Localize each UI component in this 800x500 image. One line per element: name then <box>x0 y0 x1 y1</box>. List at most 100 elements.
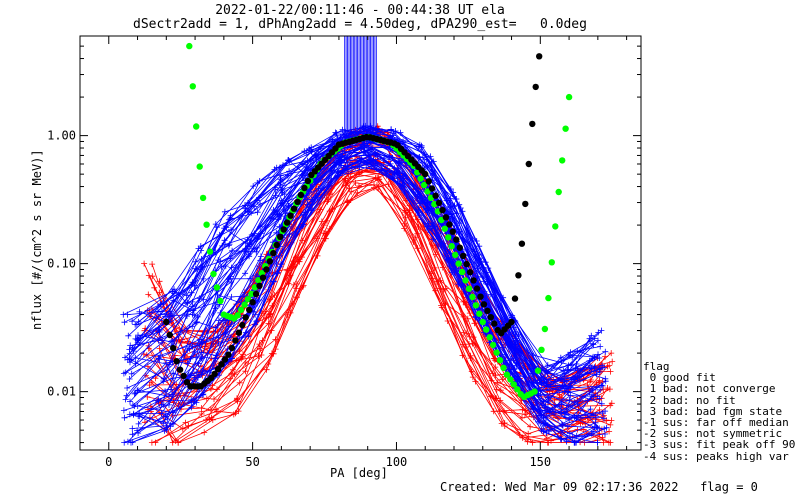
green-fit-point <box>196 163 203 170</box>
y-tick-label: 0.01 <box>47 385 76 399</box>
red-series-marker <box>605 439 612 446</box>
blue-series-marker <box>228 264 235 271</box>
legend-item: 3 bad: bad fgm state <box>643 404 783 418</box>
red-series-marker <box>442 300 449 307</box>
blue-series-marker <box>134 403 141 409</box>
green-fit-point <box>472 302 480 309</box>
blue-series-marker <box>591 335 598 342</box>
black-fit-point <box>180 372 187 380</box>
blue-series-marker <box>257 257 264 264</box>
blue-series-marker <box>227 273 234 280</box>
blue-series-marker <box>125 332 132 339</box>
black-fit-point <box>225 351 232 358</box>
blue-series-marker <box>565 367 572 374</box>
red-series-marker <box>556 392 563 398</box>
blue-series-marker <box>361 142 368 149</box>
green-fit-point <box>244 296 252 303</box>
blue-series-marker <box>336 151 343 158</box>
red-series-marker <box>444 318 451 324</box>
red-series-marker <box>525 430 532 437</box>
green-fit-point <box>534 367 542 374</box>
footer-created: Created: Wed Mar 09 02:17:36 2022 flag =… <box>440 480 758 494</box>
black-fit-point <box>463 260 470 268</box>
blue-series-marker <box>189 303 196 310</box>
red-series-marker <box>596 377 603 384</box>
red-series-marker <box>401 225 408 232</box>
red-series-trace <box>151 145 601 386</box>
blue-series-marker <box>121 319 128 326</box>
blue-series-marker <box>457 205 464 211</box>
red-series-marker <box>256 345 263 352</box>
blue-series-marker <box>506 329 513 335</box>
legend-item: 0 good fit <box>643 371 716 385</box>
red-series-marker <box>211 396 217 403</box>
green-fit-point <box>213 284 221 291</box>
black-fit-point <box>477 293 484 300</box>
blue-series-marker <box>228 355 235 362</box>
blue-series-marker <box>596 355 603 361</box>
x-tick-label: 100 <box>386 455 408 469</box>
red-series-marker <box>469 340 476 347</box>
black-fit-point <box>228 344 236 352</box>
x-tick-label: 50 <box>245 455 259 469</box>
blue-series-marker <box>160 420 167 427</box>
black-fit-point <box>522 200 529 208</box>
blue-series-marker <box>256 297 262 303</box>
blue-series-marker <box>562 414 569 421</box>
blue-series-marker <box>537 387 544 394</box>
blue-series-marker <box>135 430 142 437</box>
blue-series-marker <box>275 216 282 223</box>
blue-series-marker <box>419 188 425 195</box>
blue-series-marker <box>185 308 191 315</box>
black-fit-point <box>435 199 443 207</box>
x-tick-label: 150 <box>529 455 551 469</box>
blue-series-marker <box>253 272 259 279</box>
blue-series-marker <box>343 155 350 162</box>
red-series-marker <box>284 311 291 318</box>
red-series-marker <box>548 437 554 444</box>
blue-series-marker <box>245 199 251 206</box>
blue-series-marker <box>155 397 162 404</box>
black-fit-point <box>294 198 301 205</box>
red-series-marker <box>242 360 249 366</box>
black-fit-point <box>439 206 446 214</box>
blue-series-marker <box>303 164 310 171</box>
blue-series-marker <box>598 327 605 334</box>
green-fit-point <box>455 260 462 267</box>
red-series-marker <box>499 376 506 383</box>
blue-series-marker <box>121 439 128 446</box>
blue-series-marker <box>571 439 578 446</box>
green-fit-point <box>206 248 214 255</box>
red-series-marker <box>497 397 504 404</box>
blue-series-marker <box>279 190 286 196</box>
x-axis-label: PA [deg] <box>330 466 388 480</box>
blue-series-marker <box>121 414 128 421</box>
blue-series-marker <box>123 392 130 399</box>
blue-series-marker <box>481 288 488 295</box>
blue-series-marker <box>161 427 168 434</box>
red-series-marker <box>604 363 611 370</box>
blue-series-marker <box>596 425 603 432</box>
blue-series-marker <box>571 399 578 406</box>
blue-series-marker <box>473 255 480 261</box>
blue-series-marker <box>567 349 574 356</box>
blue-series-marker <box>191 349 198 355</box>
red-series-marker <box>175 439 182 446</box>
blue-series-marker <box>278 197 285 204</box>
red-series-marker <box>608 350 615 357</box>
black-fit-point <box>283 219 291 226</box>
blue-series-marker <box>416 154 423 161</box>
blue-series-marker <box>595 337 601 344</box>
blue-series-marker <box>131 390 138 397</box>
blue-series-marker <box>170 421 177 427</box>
blue-series-marker <box>158 410 165 417</box>
blue-series-marker <box>401 189 408 196</box>
red-series-marker <box>290 281 297 288</box>
blue-series-marker <box>594 439 601 446</box>
black-fit-point <box>425 178 432 185</box>
blue-series-marker <box>227 334 234 341</box>
black-fit-point <box>232 337 239 344</box>
blue-series-marker <box>558 436 565 443</box>
blue-series-marker <box>597 386 604 393</box>
green-fit-point <box>469 293 476 301</box>
